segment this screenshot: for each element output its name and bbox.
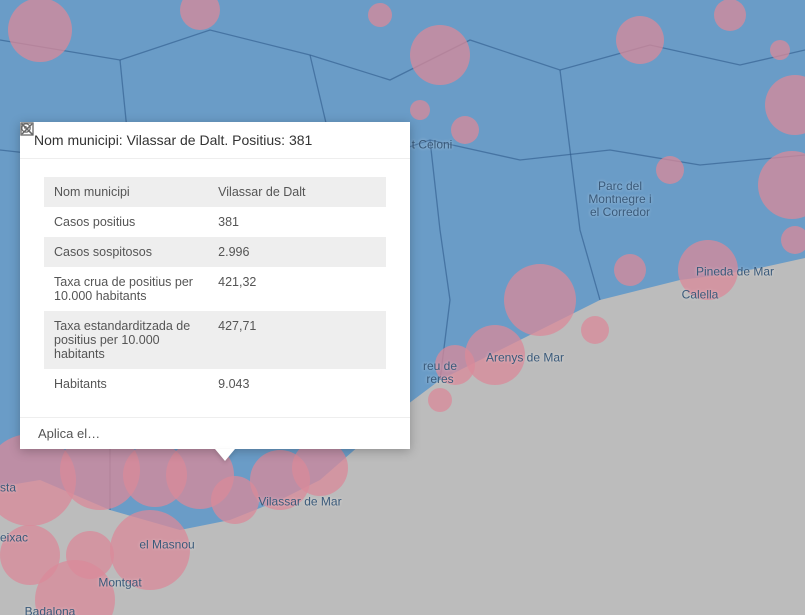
map-bubble[interactable] xyxy=(465,325,525,385)
map-bubble[interactable] xyxy=(410,100,430,120)
map-bubble[interactable] xyxy=(504,264,576,336)
row-label: Taxa estandarditzada de positius per 10.… xyxy=(44,311,208,369)
popup-title: Nom municipi: Vilassar de Dalt. Positius… xyxy=(34,132,382,148)
row-label: Nom municipi xyxy=(44,177,208,207)
info-popup: Nom municipi: Vilassar de Dalt. Positius… xyxy=(20,122,410,449)
row-label: Habitants xyxy=(44,369,208,399)
map-bubble[interactable] xyxy=(368,3,392,27)
row-label: Casos sospitosos xyxy=(44,237,208,267)
row-value: 421,32 xyxy=(208,267,386,311)
popup-pointer xyxy=(215,449,235,461)
row-value: Vilassar de Dalt xyxy=(208,177,386,207)
map-bubble[interactable] xyxy=(451,116,479,144)
row-value: 381 xyxy=(208,207,386,237)
popup-footer-text: Aplica el… xyxy=(38,426,100,441)
map-bubble[interactable] xyxy=(770,40,790,60)
map-bubble[interactable] xyxy=(614,254,646,286)
popup-footer[interactable]: Aplica el… xyxy=(20,417,410,449)
table-row: Habitants9.043 xyxy=(44,369,386,399)
map-bubble[interactable] xyxy=(714,0,746,31)
row-label: Casos positius xyxy=(44,207,208,237)
map-bubble[interactable] xyxy=(410,25,470,85)
row-value: 2.996 xyxy=(208,237,386,267)
map-bubble[interactable] xyxy=(678,240,738,300)
info-table: Nom municipiVilassar de DaltCasos positi… xyxy=(44,177,386,399)
row-value: 427,71 xyxy=(208,311,386,369)
map-bubble[interactable] xyxy=(110,510,190,590)
table-row: Nom municipiVilassar de Dalt xyxy=(44,177,386,207)
table-row: Casos sospitosos2.996 xyxy=(44,237,386,267)
map-bubble[interactable] xyxy=(656,156,684,184)
map-bubble[interactable] xyxy=(581,316,609,344)
table-row: Taxa estandarditzada de positius per 10.… xyxy=(44,311,386,369)
map-bubble[interactable] xyxy=(616,16,664,64)
row-value: 9.043 xyxy=(208,369,386,399)
map-container[interactable]: t CeloniParc delMontnegre iel CorredorPi… xyxy=(0,0,805,615)
map-bubble[interactable] xyxy=(428,388,452,412)
row-label: Taxa crua de positius per 10.000 habitan… xyxy=(44,267,208,311)
map-bubble[interactable] xyxy=(8,0,72,62)
popup-body: Nom municipiVilassar de DaltCasos positi… xyxy=(20,159,410,417)
popup-header: Nom municipi: Vilassar de Dalt. Positius… xyxy=(20,122,410,159)
table-row: Casos positius381 xyxy=(44,207,386,237)
table-row: Taxa crua de positius per 10.000 habitan… xyxy=(44,267,386,311)
map-bubble[interactable] xyxy=(435,345,475,385)
